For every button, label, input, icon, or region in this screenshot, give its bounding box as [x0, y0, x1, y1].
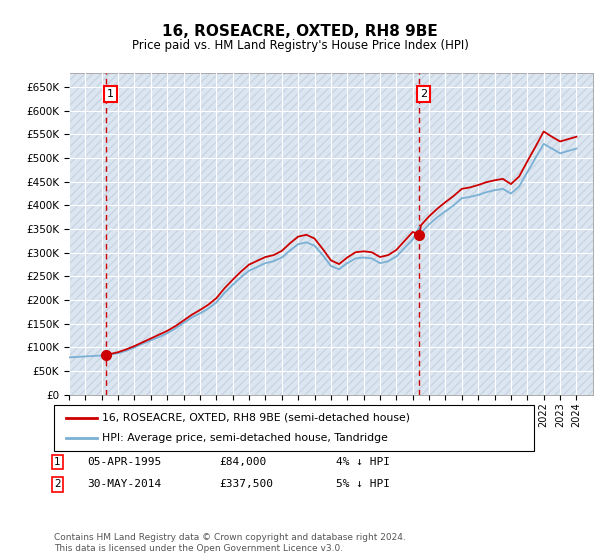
Text: 16, ROSEACRE, OXTED, RH8 9BE (semi-detached house): 16, ROSEACRE, OXTED, RH8 9BE (semi-detac… — [102, 413, 410, 423]
Text: Price paid vs. HM Land Registry's House Price Index (HPI): Price paid vs. HM Land Registry's House … — [131, 39, 469, 52]
Text: 30-MAY-2014: 30-MAY-2014 — [87, 479, 161, 489]
Text: 4% ↓ HPI: 4% ↓ HPI — [336, 457, 390, 467]
Text: 16, ROSEACRE, OXTED, RH8 9BE: 16, ROSEACRE, OXTED, RH8 9BE — [162, 24, 438, 39]
FancyBboxPatch shape — [54, 405, 534, 451]
Text: 2: 2 — [54, 479, 61, 489]
Text: 05-APR-1995: 05-APR-1995 — [87, 457, 161, 467]
Text: £337,500: £337,500 — [219, 479, 273, 489]
Text: Contains HM Land Registry data © Crown copyright and database right 2024.
This d: Contains HM Land Registry data © Crown c… — [54, 533, 406, 553]
Text: HPI: Average price, semi-detached house, Tandridge: HPI: Average price, semi-detached house,… — [102, 433, 388, 443]
Text: £84,000: £84,000 — [219, 457, 266, 467]
Text: 1: 1 — [107, 88, 114, 99]
Text: 5% ↓ HPI: 5% ↓ HPI — [336, 479, 390, 489]
Text: 2: 2 — [420, 88, 427, 99]
Text: 1: 1 — [54, 457, 61, 467]
